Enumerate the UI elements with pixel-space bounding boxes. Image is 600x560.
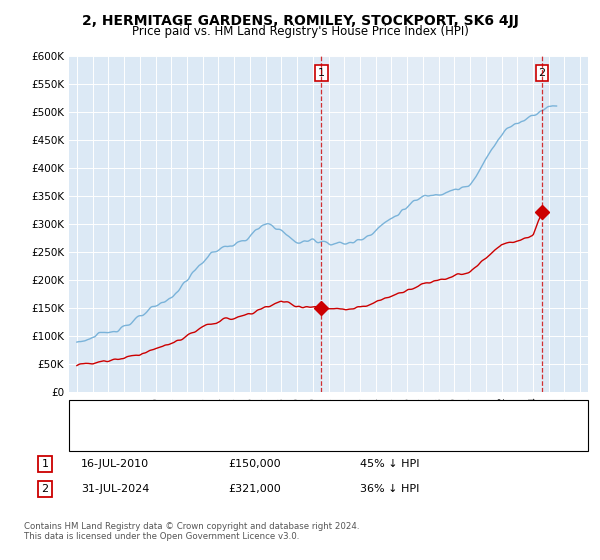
Text: ——: ——	[81, 430, 109, 444]
Text: 16-JUL-2010: 16-JUL-2010	[81, 459, 149, 469]
Text: £321,000: £321,000	[228, 484, 281, 494]
Text: 45% ↓ HPI: 45% ↓ HPI	[360, 459, 419, 469]
Text: 1: 1	[41, 459, 49, 469]
Bar	[321, 56, 542, 392]
Text: 2: 2	[41, 484, 49, 494]
Text: £150,000: £150,000	[228, 459, 281, 469]
Text: 2: 2	[539, 68, 545, 78]
Text: Price paid vs. HM Land Registry's House Price Index (HPI): Price paid vs. HM Land Registry's House …	[131, 25, 469, 38]
Text: 31-JUL-2024: 31-JUL-2024	[81, 484, 149, 494]
Text: 1: 1	[318, 68, 325, 78]
Text: 2, HERMITAGE GARDENS, ROMILEY, STOCKPORT, SK6 4JJ (detached house): 2, HERMITAGE GARDENS, ROMILEY, STOCKPORT…	[114, 408, 478, 418]
Text: 2, HERMITAGE GARDENS, ROMILEY, STOCKPORT, SK6 4JJ: 2, HERMITAGE GARDENS, ROMILEY, STOCKPORT…	[82, 14, 518, 28]
Text: ——: ——	[81, 405, 109, 420]
Text: Contains HM Land Registry data © Crown copyright and database right 2024.
This d: Contains HM Land Registry data © Crown c…	[24, 522, 359, 542]
Text: 36% ↓ HPI: 36% ↓ HPI	[360, 484, 419, 494]
Text: HPI: Average price, detached house, Stockport: HPI: Average price, detached house, Stoc…	[114, 432, 342, 442]
